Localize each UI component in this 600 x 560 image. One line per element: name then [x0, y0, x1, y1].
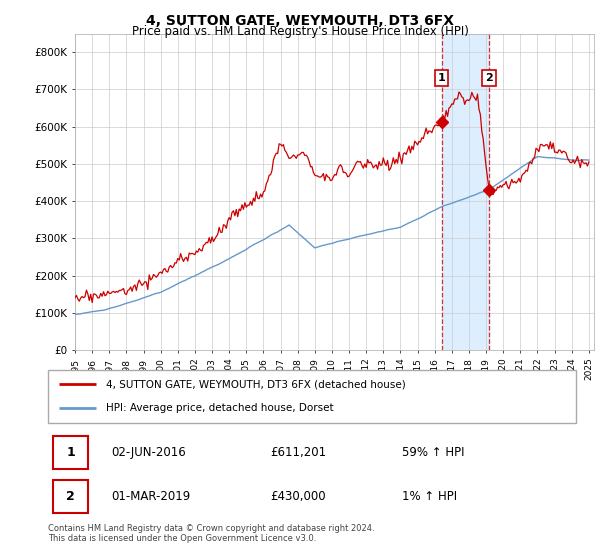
Text: HPI: Average price, detached house, Dorset: HPI: Average price, detached house, Dors… [106, 403, 334, 413]
Text: 4, SUTTON GATE, WEYMOUTH, DT3 6FX: 4, SUTTON GATE, WEYMOUTH, DT3 6FX [146, 14, 454, 28]
Text: 2: 2 [485, 73, 493, 83]
Text: 1% ↑ HPI: 1% ↑ HPI [402, 490, 457, 503]
Text: 1: 1 [438, 73, 446, 83]
Text: 59% ↑ HPI: 59% ↑ HPI [402, 446, 464, 459]
Text: £611,201: £611,201 [270, 446, 326, 459]
Bar [442, 34, 489, 350]
Text: 01-MAR-2019: 01-MAR-2019 [112, 490, 191, 503]
Text: 02-JUN-2016: 02-JUN-2016 [112, 446, 186, 459]
Text: Price paid vs. HM Land Registry's House Price Index (HPI): Price paid vs. HM Land Registry's House … [131, 25, 469, 38]
FancyBboxPatch shape [53, 480, 88, 514]
Text: £430,000: £430,000 [270, 490, 325, 503]
FancyBboxPatch shape [53, 436, 88, 469]
Text: 2: 2 [67, 490, 75, 503]
Text: 1: 1 [67, 446, 75, 459]
Text: Contains HM Land Registry data © Crown copyright and database right 2024.
This d: Contains HM Land Registry data © Crown c… [48, 524, 374, 543]
Text: 4, SUTTON GATE, WEYMOUTH, DT3 6FX (detached house): 4, SUTTON GATE, WEYMOUTH, DT3 6FX (detac… [106, 380, 406, 390]
